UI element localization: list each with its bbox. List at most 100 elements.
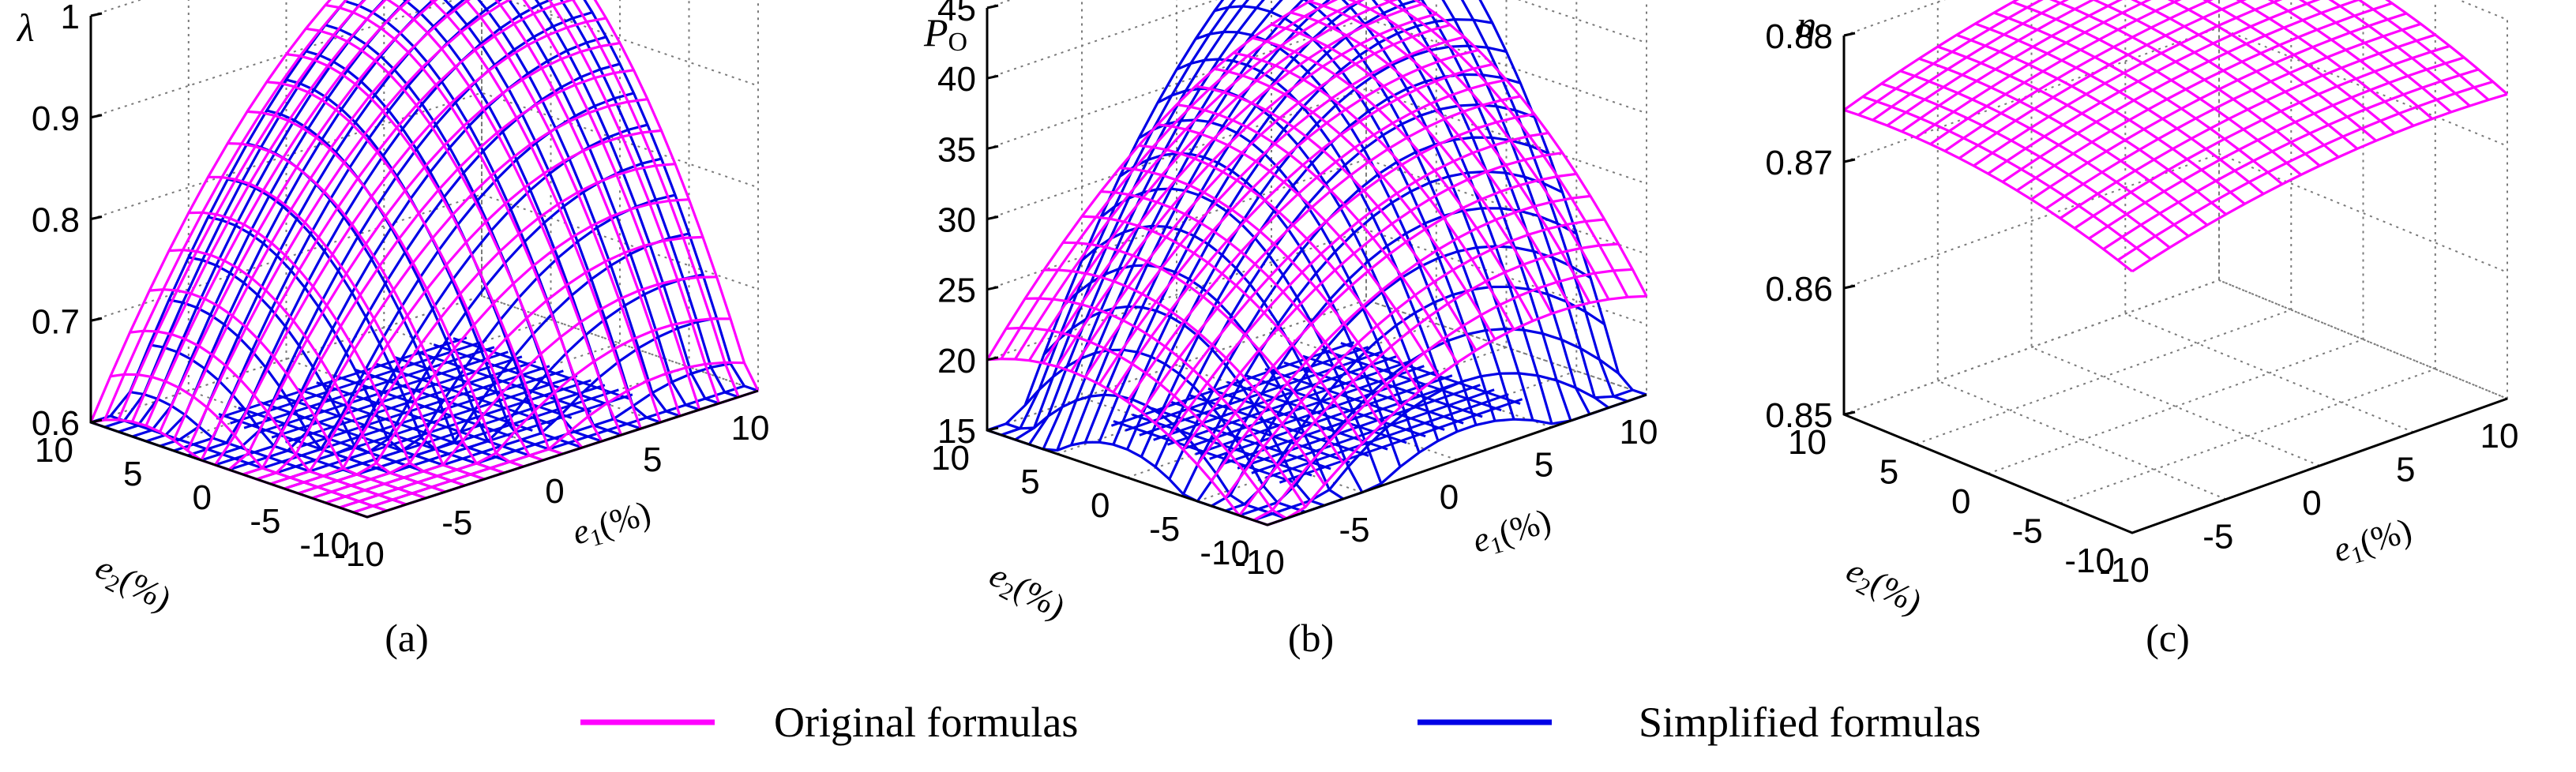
surface-mesh-line (117, 0, 366, 421)
z-tick-label: 0.87 (1765, 144, 1833, 182)
y-tick-label: -10 (299, 526, 350, 564)
z-tick-label: 25 (937, 272, 976, 310)
y-tick-label: 5 (1879, 453, 1898, 492)
surface-mesh-line (104, 0, 366, 429)
x-axis-label: e1(%) (2329, 511, 2416, 574)
x-tick-label: 0 (1440, 478, 1459, 517)
surface-mesh-line (1413, 0, 1648, 297)
y-gridline (2060, 0, 2436, 504)
x-gridline (383, 0, 661, 423)
z-ticks: 0.85 0.86 0.87 0.88 (1765, 17, 1856, 435)
surface-mesh-line (1083, 36, 1465, 378)
surface-mesh-line (1014, 0, 1250, 441)
floor-mesh-line (1340, 342, 1521, 405)
z-tick (90, 215, 103, 220)
z-tick (1843, 284, 1856, 290)
z-tick-label: 20 (937, 342, 976, 380)
x-tick-label: -10 (1234, 543, 1285, 582)
y-tick-label: -5 (250, 502, 280, 541)
z-tick-label: 15 (937, 412, 976, 451)
x-gridline (1936, 2, 2227, 500)
z-tick (90, 317, 103, 322)
z-tick (986, 426, 999, 432)
surface-mesh-line (1290, 11, 1572, 309)
z-tick (986, 144, 999, 150)
z-gridline (986, 88, 1647, 220)
y-gridline (1915, 0, 2292, 445)
surface-mesh-line (2167, 0, 2377, 142)
surface-mesh-line (1943, 0, 2214, 152)
surface-mesh-line (1843, 108, 2133, 273)
surface-original (1843, 0, 2509, 273)
x-tick-label: -5 (441, 504, 472, 542)
y-axis-label-unit: (%) (114, 560, 178, 619)
surface-mesh-line (90, 0, 348, 424)
surface-mesh-line (1915, 0, 2152, 139)
legend-simplified-label: Simplified formulas (1639, 699, 1981, 746)
z-tick-label: 45 (937, 0, 976, 28)
surface-mesh-line (1056, 13, 1437, 368)
y-tick-label: 0 (193, 478, 212, 517)
y-tick-label: -10 (2064, 542, 2115, 580)
z-tick-label: 0.6 (32, 404, 80, 443)
surface-mesh-line (571, 0, 740, 398)
z-tick-label: 30 (937, 201, 976, 240)
z-tick (986, 74, 999, 80)
y-tick-label: 10 (35, 431, 73, 470)
surface-mesh-line (1303, 0, 1515, 420)
surface-mesh-line (214, 17, 606, 466)
z-gridline (986, 17, 1647, 150)
z-tick (1843, 410, 1856, 416)
z-axis-label: η (1797, 2, 1816, 47)
z-axis-label-sub: O (948, 28, 968, 57)
surface-mesh-line (1973, 0, 2283, 167)
panel-a: 0.6 0.7 0.8 0.9 1 -10 -5 0 5 10 -10 -5 0 5 10 λ e1(%) e2(… (16, 0, 769, 660)
surface-original (986, 0, 1648, 527)
z-tick-label: 0.7 (32, 302, 80, 341)
surface-mesh-line (325, 24, 603, 443)
x-gridline (187, 0, 466, 486)
floor-mesh-line (271, 355, 523, 439)
x-gridline (1176, 0, 1458, 461)
surface-mesh-line (200, 0, 576, 461)
z-gridline (986, 228, 1647, 361)
surface-mesh-line (1397, 0, 1572, 422)
surface-mesh-line (1000, 0, 1339, 360)
surface-mesh-line (1126, 78, 1507, 403)
z-tick (986, 356, 999, 362)
y-gridline (1057, 0, 1437, 455)
floor-mesh-line (299, 365, 550, 448)
y-tick-label: 5 (123, 455, 142, 493)
surface-mesh-line (89, 0, 332, 423)
y-axis-label: e2(%) (1838, 551, 1928, 626)
floor-projection (216, 336, 633, 477)
surface-mesh-line (103, 0, 348, 421)
x-tick-label: 10 (731, 409, 770, 448)
z-tick (1843, 158, 1856, 163)
floor-mesh-line (374, 362, 553, 425)
surface-mesh-line (2091, 0, 2340, 159)
surface-mesh-line (118, 0, 386, 433)
surface-mesh-line (986, 0, 1225, 432)
x-tick-label: -5 (2202, 518, 2233, 557)
x-gridline (1081, 0, 1363, 493)
surface-mesh-line (227, 41, 621, 471)
x-tick-label: 10 (2480, 417, 2519, 455)
surface-mesh-line (325, 3, 603, 442)
z-tick-label: 0.9 (32, 99, 80, 138)
axis-box (1842, 36, 2508, 534)
surface-mesh-line (1070, 0, 1331, 446)
z-tick (986, 4, 999, 9)
x-gridline (481, 0, 759, 392)
z-tick-label: 0.8 (32, 201, 80, 240)
surface-mesh-line (1070, 23, 1451, 373)
z-ticks: 0.6 0.7 0.8 0.9 1 (32, 0, 103, 443)
surface-mesh-line (1014, 0, 1365, 360)
surface-mesh-line (1441, 0, 1609, 409)
x-ticks: -10 -5 0 5 10 (2099, 417, 2518, 590)
surface-mesh-line (1252, 36, 1534, 322)
z-tick-label: 0.88 (1765, 17, 1833, 56)
surface-mesh-line (559, 0, 739, 399)
surface-mesh-line (547, 0, 721, 404)
y-axis-label-unit: (%) (1008, 568, 1072, 627)
